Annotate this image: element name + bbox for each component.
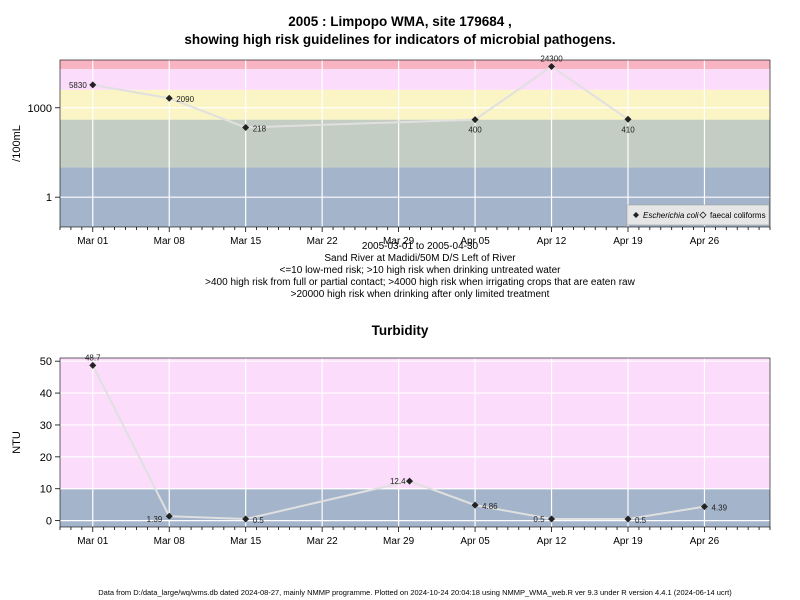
- chart2-plot: 0 10 20 30 40 50 Mar 01 Mar 08 Mar 15 Mar 22 Mar 2…: [11, 353, 771, 547]
- chart2-title: Turbidity: [371, 323, 429, 338]
- data-label: 410: [621, 125, 635, 134]
- legend-label-ecoli: Escherichia coli: [643, 211, 699, 220]
- y-tick-label: 1: [46, 192, 52, 204]
- x-tick-label: Mar 08: [154, 536, 186, 547]
- data-label: 1.39: [147, 515, 163, 524]
- plot-border: [59, 357, 771, 528]
- x-tick-label: Mar 29: [383, 536, 415, 547]
- data-label: 5830: [69, 81, 87, 90]
- risk-band-1: [60, 119, 770, 168]
- data-point-marker: [89, 361, 97, 369]
- x-tick-label: Apr 26: [690, 236, 720, 247]
- x-tick-label: Mar 22: [307, 536, 339, 547]
- chart1-plot: 1 1000 Mar 01 Mar 08 Mar 15 Mar 22 Mar 29 Apr 0…: [11, 54, 771, 247]
- x-tick-label: Mar 01: [77, 536, 109, 547]
- plot-border: [59, 59, 771, 228]
- data-label: 2090: [176, 95, 194, 104]
- data-point-marker: [165, 94, 173, 102]
- x-tick-label: Apr 12: [537, 536, 567, 547]
- data-point-marker: [406, 477, 414, 485]
- chart1-note-2: >400 high risk from full or partial cont…: [205, 277, 635, 288]
- data-point-marker: [624, 115, 632, 123]
- data-point-marker: [548, 62, 556, 70]
- data-label: 0.5: [635, 516, 647, 525]
- y-axis-label: /100mL: [11, 125, 23, 162]
- y-tick-label: 20: [40, 452, 52, 464]
- risk-band-3: [60, 68, 770, 90]
- data-label: 48.7: [85, 353, 101, 362]
- x-tick-label: Mar 08: [154, 236, 186, 247]
- risk-band-4: [60, 60, 770, 69]
- x-tick-label: Apr 05: [460, 536, 490, 547]
- y-tick-label: 0: [46, 516, 52, 528]
- data-point-marker: [242, 515, 250, 523]
- data-label: 0.5: [533, 515, 545, 524]
- x-tick-label: Mar 15: [230, 536, 262, 547]
- legend-marker-ecoli: [633, 212, 639, 218]
- chart1-title-line2: showing high risk guidelines for indicat…: [184, 32, 616, 47]
- risk-band-0: [60, 488, 770, 527]
- x-tick-label: Mar 22: [307, 236, 339, 247]
- data-point-marker: [89, 81, 97, 89]
- legend-label-faecal: faecal coliforms: [710, 211, 766, 220]
- data-point-marker: [700, 503, 708, 511]
- data-point-marker: [471, 116, 479, 124]
- legend-box: [626, 204, 770, 226]
- y-tick-label: 1000: [28, 103, 52, 115]
- data-point-marker: [165, 512, 173, 520]
- x-tick-label: Mar 01: [77, 236, 109, 247]
- x-tick-label: Apr 12: [537, 236, 567, 247]
- footer-note: Data from D:/data_large/wq/wms.db dated …: [98, 588, 732, 597]
- data-point-marker: [471, 501, 479, 509]
- data-label: 24300: [540, 54, 563, 63]
- x-tick-label: Mar 15: [230, 236, 262, 247]
- y-tick-label: 50: [40, 356, 52, 368]
- y-tick-label: 30: [40, 420, 52, 432]
- series-line: [92, 65, 629, 129]
- data-label: 4.86: [482, 502, 498, 511]
- legend-marker-faecal: [699, 211, 707, 219]
- data-point-marker: [242, 123, 250, 131]
- data-label: 218: [253, 124, 267, 133]
- risk-band-1: [60, 358, 770, 489]
- chart1-note-1: <=10 low-med risk; >10 high risk when dr…: [279, 265, 561, 276]
- data-point-marker: [624, 515, 632, 523]
- data-label: 12.4: [390, 477, 406, 486]
- x-tick-label: Apr 26: [690, 536, 720, 547]
- chart1-title-line1: 2005 : Limpopo WMA, site 179684 ,: [288, 14, 512, 29]
- x-tick-label: Mar 29: [383, 236, 415, 247]
- risk-band-2: [60, 89, 770, 120]
- x-tick-label: Apr 19: [613, 236, 643, 247]
- data-point-marker: [548, 515, 556, 523]
- y-tick-label: 10: [40, 484, 52, 496]
- chart1-date-range: 2005-03-01 to 2005-04-30: [361, 241, 479, 252]
- chart1-site-name: Sand River at Madidi/50M D/S Left of Riv…: [324, 253, 516, 264]
- data-label: 0.5: [253, 516, 265, 525]
- series-line: [91, 364, 705, 521]
- x-tick-label: Apr 05: [460, 236, 490, 247]
- x-tick-label: Apr 19: [613, 536, 643, 547]
- y-axis-label: NTU: [11, 431, 23, 454]
- y-tick-label: 40: [40, 388, 52, 400]
- chart1-note-3: >20000 high risk when drinking after onl…: [290, 289, 550, 300]
- data-label: 400: [468, 126, 482, 135]
- data-label: 4.39: [711, 504, 727, 513]
